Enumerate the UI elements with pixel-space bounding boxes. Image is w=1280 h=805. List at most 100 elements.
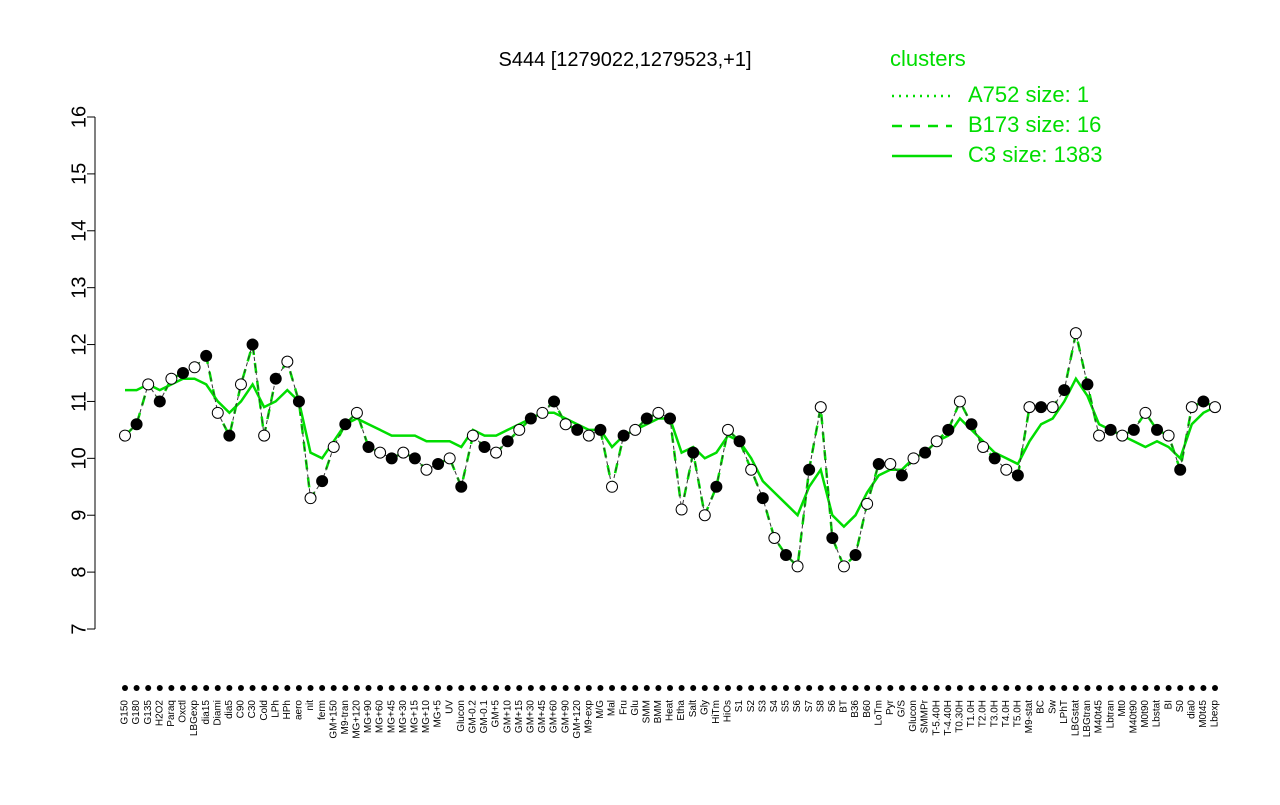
x-tick-dot (968, 685, 975, 691)
x-tick-dot (203, 685, 210, 691)
x-tick-dot (829, 685, 836, 691)
x-tick-dot (1107, 685, 1114, 691)
x-tick-dot (179, 685, 186, 691)
x-tick-dot (365, 685, 372, 691)
x-tick-label: T-4.40H (943, 700, 954, 736)
point (1116, 429, 1129, 442)
x-tick-dot (1200, 685, 1207, 691)
x-tick-dot (922, 685, 929, 691)
x-tick-dot (295, 685, 302, 691)
x-tick-dot (597, 685, 604, 691)
x-tick-dot (1003, 685, 1010, 691)
point (779, 549, 792, 562)
x-tick-dot (469, 685, 476, 691)
x-tick-dot (678, 685, 685, 691)
point (466, 429, 479, 442)
point (281, 355, 294, 368)
x-tick-label: Glucon (908, 700, 919, 732)
point (1174, 463, 1187, 476)
point (687, 446, 700, 459)
x-tick-dot (956, 685, 963, 691)
point (397, 446, 410, 459)
point (826, 531, 839, 544)
point (640, 412, 653, 425)
x-tick-label: Sw (1047, 699, 1058, 714)
point (582, 429, 595, 442)
x-tick-label: dia5 (224, 700, 235, 719)
point (1069, 327, 1082, 340)
x-tick-dot (1165, 685, 1172, 691)
x-tick-dot (852, 685, 859, 691)
x-tick-dot (945, 685, 952, 691)
x-tick-dot (736, 685, 743, 691)
x-tick-label: Diami (212, 700, 223, 726)
point (316, 475, 329, 488)
point (710, 480, 723, 493)
x-tick-label: M9-exp (583, 700, 594, 734)
point (988, 452, 1001, 465)
x-tick-label: G/S (897, 700, 908, 718)
point (374, 446, 387, 459)
point (768, 531, 781, 544)
point (292, 395, 305, 408)
point (745, 463, 758, 476)
point (536, 406, 549, 419)
point (837, 560, 850, 573)
x-tick-dot (226, 685, 233, 691)
point (930, 435, 943, 448)
x-tick-label: S4 (769, 700, 780, 713)
x-tick-dot (168, 685, 175, 691)
x-tick-label: LBGtran (1082, 700, 1093, 737)
x-tick-label: T4.0H (1001, 700, 1012, 727)
point (165, 372, 178, 385)
x-tick-dot (609, 685, 616, 691)
point (907, 452, 920, 465)
x-tick-label: GM+15 (514, 700, 525, 734)
x-tick-label: M0t45 (1198, 700, 1209, 728)
x-tick-dot (353, 685, 360, 691)
x-tick-label: MG+15 (410, 700, 421, 734)
x-tick-dot (1212, 685, 1218, 691)
x-tick-dot (214, 685, 221, 691)
x-tick-label: GM-0.2 (468, 700, 479, 734)
x-tick-dot (933, 685, 940, 691)
y-tick-label: 8 (68, 567, 90, 578)
y-tick-label: 15 (68, 163, 90, 185)
x-tick-label: GM+60 (549, 700, 560, 734)
x-tick-label: GM+150 (328, 700, 339, 739)
x-tick-dot (423, 685, 430, 691)
x-tick-label: Glucon (456, 700, 467, 732)
chart-title: S444 [1279022,1279523,+1] (498, 49, 751, 71)
x-tick-dot (342, 685, 349, 691)
x-tick-dot (562, 685, 569, 691)
point (1104, 423, 1117, 436)
x-tick-dot (864, 685, 871, 691)
point (362, 440, 375, 453)
x-tick-label: S6 (792, 700, 803, 713)
x-tick-label: aero (294, 700, 305, 720)
x-tick-dot (1026, 685, 1033, 691)
x-tick-label: GM+45 (537, 700, 548, 734)
x-tick-dot (667, 685, 673, 691)
point (733, 435, 746, 448)
x-tick-label: BT (839, 700, 850, 713)
point (490, 446, 503, 459)
x-tick-dot (1072, 685, 1079, 691)
x-tick-label: SMM (641, 700, 652, 723)
point (385, 452, 398, 465)
point (119, 429, 131, 442)
point (571, 423, 584, 436)
point (501, 435, 514, 448)
x-tick-dot (261, 685, 268, 691)
x-tick-dot (249, 685, 256, 691)
y-tick-label: 14 (68, 220, 90, 242)
point (861, 497, 874, 510)
point (803, 463, 816, 476)
point (269, 372, 282, 385)
point (664, 412, 676, 425)
x-tick-label: MG+5 (433, 700, 444, 728)
x-tick-dot (817, 685, 824, 691)
x-tick-label: GM+90 (560, 700, 571, 734)
y-tick-label: 11 (68, 391, 90, 412)
x-tick-dot (980, 685, 987, 691)
